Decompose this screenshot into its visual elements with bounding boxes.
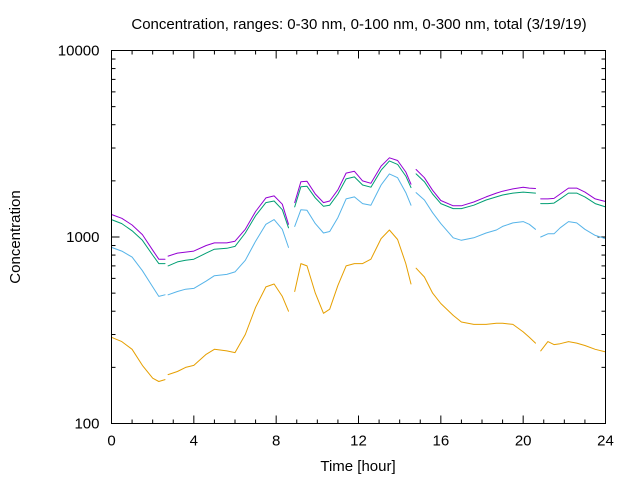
x-tick-label: 20 (515, 433, 532, 450)
series-0-line-segment-1 (167, 283, 289, 376)
series-3-line-segment-4 (540, 187, 606, 202)
series-0-line-segment-0 (111, 336, 166, 382)
series-2-line-segment-3 (415, 173, 536, 210)
y-axis-label: Concentration (7, 190, 24, 283)
series-2-line-segment-1 (167, 200, 289, 267)
chart-title: Concentration, ranges: 0-30 nm, 0-100 nm… (131, 16, 586, 33)
x-tick-label: 12 (350, 433, 367, 450)
series-1-line-segment-4 (540, 221, 606, 240)
series-0-line-segment-4 (540, 341, 606, 353)
series-1-line-segment-1 (167, 219, 289, 296)
x-tick-label: 16 (432, 433, 449, 450)
series-2-line-segment-4 (540, 192, 606, 208)
tick-labels: 0 4 8 12 16 20 24 100 1000 10000 (58, 43, 614, 450)
x-tick-label: 24 (597, 433, 614, 450)
series-3-line-segment-3 (415, 169, 536, 207)
series-3-line-segment-2 (294, 157, 412, 204)
y-tick-label: 10000 (58, 43, 100, 60)
series-3-line-segment-0 (111, 214, 166, 260)
x-tick-label: 8 (272, 433, 280, 450)
y-tick-label: 100 (74, 416, 99, 433)
x-tick-label: 0 (107, 433, 115, 450)
series-0-line-segment-3 (415, 267, 536, 344)
series-1-line-segment-3 (415, 192, 536, 241)
series-1-line-segment-0 (111, 246, 166, 297)
series-0-line-segment-2 (294, 229, 412, 314)
data-series (111, 157, 606, 382)
series-1-line-segment-2 (294, 173, 412, 234)
series-2-line-segment-2 (294, 160, 412, 208)
x-tick-label: 4 (190, 433, 198, 450)
series-3-line-segment-1 (167, 195, 289, 257)
y-tick-label: 1000 (66, 229, 99, 246)
series-2-line-segment-0 (111, 219, 166, 265)
x-axis-label: Time [hour] (320, 458, 395, 475)
plot-frame (111, 50, 606, 424)
